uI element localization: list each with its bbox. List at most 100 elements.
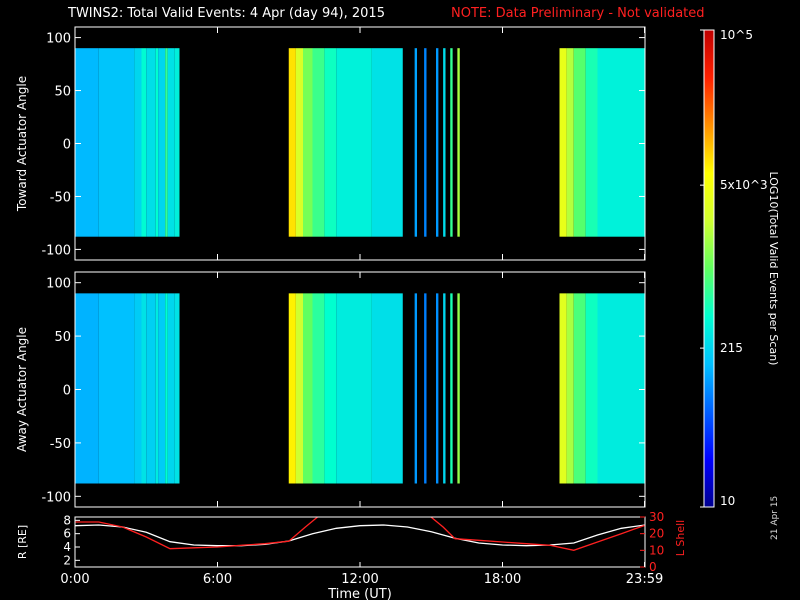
toward-heatmap-band — [158, 48, 166, 237]
away-heatmap-band — [324, 293, 337, 484]
toward-ytick-label: 50 — [54, 85, 71, 100]
away-heatmap-band — [303, 293, 313, 484]
toward-heatmap-band — [75, 48, 99, 237]
xtick-label: 6:00 — [203, 572, 232, 587]
away-heatmap-band — [436, 293, 439, 484]
toward-heatmap-band — [155, 48, 159, 237]
away-ytick-label: 0 — [63, 384, 71, 399]
away-heatmap-band — [312, 293, 325, 484]
xlabel: Time (UT) — [327, 587, 392, 600]
away-heatmap-band — [146, 293, 156, 484]
toward-heatmap-band — [573, 48, 586, 237]
colorbar-tick-label: 215 — [720, 341, 743, 355]
colorbar-tick-label: 10 — [720, 494, 735, 508]
xtick-label: 23:59 — [626, 572, 663, 587]
toward-heatmap-band — [585, 48, 598, 237]
toward-ylabel: Toward Actuator Angle — [15, 76, 29, 212]
toward-heatmap-band — [566, 48, 574, 237]
away-heatmap-band — [371, 293, 403, 484]
away-ylabel: Away Actuator Angle — [15, 327, 29, 452]
toward-heatmap-band — [414, 48, 418, 237]
date-stamp: 21 Apr 15 — [770, 495, 780, 540]
xtick-label: 0:00 — [60, 572, 89, 587]
toward-heatmap-band — [174, 48, 180, 237]
toward-heatmap-band — [436, 48, 439, 237]
away-heatmap-band — [585, 293, 598, 484]
away-heatmap-band — [98, 293, 135, 484]
toward-heatmap-band — [450, 48, 453, 237]
orbit-ytick-right-label: 10 — [649, 543, 664, 557]
xtick-label: 12:00 — [341, 572, 378, 587]
away-heatmap-band — [424, 293, 427, 484]
orbit-ylabel-right: L Shell — [674, 520, 687, 556]
away-heatmap-band — [165, 293, 168, 484]
toward-ytick-label: -100 — [41, 243, 71, 258]
toward-heatmap-band — [336, 48, 372, 237]
away-heatmap-band — [155, 293, 159, 484]
toward-heatmap-band — [288, 48, 296, 237]
away-heatmap-band — [295, 293, 304, 484]
title-row: TWINS2: Total Valid Events: 4 Apr (day 9… — [0, 6, 800, 26]
away-heatmap-band — [174, 293, 180, 484]
toward-ytick-label: -50 — [50, 190, 71, 205]
orbit-ytick-label: 8 — [63, 513, 71, 527]
away-ytick-label: 100 — [46, 277, 71, 292]
colorbar-tick-label: 10^5 — [720, 28, 753, 42]
away-heatmap-band — [141, 293, 147, 484]
toward-heatmap-band — [98, 48, 135, 237]
away-heatmap-band — [336, 293, 372, 484]
toward-heatmap-band — [167, 48, 175, 237]
away-heatmap-band — [414, 293, 418, 484]
colorbar-frame — [703, 29, 715, 508]
away-heatmap-band — [566, 293, 574, 484]
toward-heatmap-band — [312, 48, 325, 237]
away-heatmap-band — [597, 293, 645, 484]
toward-heatmap-band — [134, 48, 142, 237]
toward-heatmap-band — [165, 48, 168, 237]
orbit-panel-frame — [74, 516, 646, 568]
away-ytick-label: 50 — [54, 330, 71, 345]
away-heatmap-band — [443, 293, 446, 484]
toward-heatmap-band — [371, 48, 403, 237]
away-heatmap-band — [167, 293, 175, 484]
toward-heatmap-band — [597, 48, 645, 237]
away-heatmap-band — [288, 293, 296, 484]
toward-heatmap-band — [457, 48, 460, 237]
toward-heatmap-band — [303, 48, 313, 237]
away-heatmap-band — [75, 293, 99, 484]
orbit-ytick-right-label: 20 — [649, 527, 664, 541]
chart-title: TWINS2: Total Valid Events: 4 Apr (day 9… — [68, 6, 385, 21]
away-heatmap-band — [158, 293, 166, 484]
toward-heatmap-band — [443, 48, 446, 237]
toward-heatmap-band — [559, 48, 567, 237]
orbit-ytick-label: 2 — [63, 553, 71, 567]
colorbar-tick-label: 5x10^3 — [720, 178, 768, 192]
toward-heatmap-band — [324, 48, 337, 237]
toward-heatmap-band — [424, 48, 427, 237]
colorbar-label: LOG10(Total Valid Events per Scan) — [767, 172, 780, 366]
away-heatmap-band — [134, 293, 142, 484]
colorbar-gradient — [704, 30, 714, 507]
orbit-ytick-right-label: 0 — [649, 560, 657, 574]
orbit-ylabel: R [RE] — [16, 525, 29, 559]
orbit-ytick-right-label: 30 — [649, 510, 664, 524]
toward-ytick-label: 100 — [46, 32, 71, 47]
preliminary-note: NOTE: Data Preliminary - Not validated — [451, 6, 705, 21]
away-heatmap-band — [559, 293, 567, 484]
toward-heatmap-band — [141, 48, 147, 237]
toward-heatmap-band — [295, 48, 304, 237]
toward-heatmap-band — [146, 48, 156, 237]
orbit-ytick-label: 4 — [63, 540, 71, 554]
away-ytick-label: -100 — [41, 490, 71, 505]
away-heatmap-band — [573, 293, 586, 484]
away-ytick-label: -50 — [50, 437, 71, 452]
xtick-label: 18:00 — [484, 572, 521, 587]
away-heatmap-band — [457, 293, 460, 484]
away-heatmap-band — [450, 293, 453, 484]
orbit-radius-line — [75, 524, 645, 547]
l-shell-line — [75, 517, 645, 551]
orbit-ytick-label: 6 — [63, 527, 71, 541]
toward-ytick-label: 0 — [63, 138, 71, 153]
